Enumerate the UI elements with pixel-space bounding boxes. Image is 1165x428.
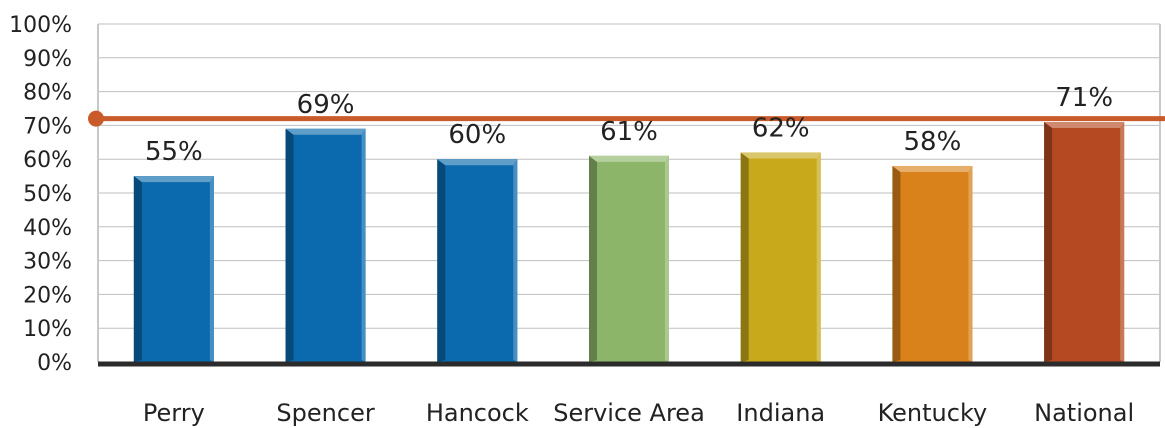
bar-service-area: [589, 155, 669, 362]
bar-spencer: [285, 128, 366, 362]
bar-top-bevel: [1044, 122, 1125, 129]
bar-top-bevel: [892, 165, 973, 172]
y-tick-label: 60%: [23, 148, 72, 173]
bar-left-bevel: [740, 152, 749, 362]
bar-right-bevel: [361, 128, 366, 362]
data-label: 60%: [448, 120, 506, 150]
data-label: 69%: [297, 90, 355, 120]
y-tick-label: 100%: [9, 13, 72, 38]
bar-left-bevel: [589, 155, 597, 362]
bar-kentucky: [892, 165, 973, 362]
bar-face: [437, 159, 518, 362]
bar-face: [740, 152, 821, 362]
bars: [133, 122, 1125, 363]
bar-left-bevel: [285, 128, 294, 362]
y-tick-label: 50%: [23, 182, 72, 207]
y-tick-label: 20%: [23, 283, 72, 308]
bar-left-bevel: [437, 159, 446, 362]
bar-left-bevel: [1044, 122, 1053, 363]
bar-right-bevel: [1120, 122, 1125, 363]
y-tick-label: 80%: [23, 81, 72, 106]
bar-right-bevel: [968, 165, 973, 362]
y-tick-label: 10%: [23, 317, 72, 342]
bar-right-bevel: [513, 159, 518, 362]
bar-indiana: [740, 152, 821, 362]
bar-national: [1044, 122, 1125, 363]
x-tick-label: Perry: [143, 399, 205, 427]
data-label: 71%: [1055, 83, 1113, 113]
bar-top-bevel: [589, 155, 669, 162]
y-axis-tick-labels: 0% 10% 20% 30% 40% 50% 60% 70% 80% 90% 100%: [9, 13, 72, 376]
y-tick-label: 40%: [23, 216, 72, 241]
x-tick-label: Indiana: [736, 399, 825, 427]
data-label: 58%: [904, 127, 962, 157]
bar-top-bevel: [285, 128, 366, 135]
bar-top-bevel: [133, 176, 214, 183]
bar-top-bevel: [437, 159, 518, 166]
bar-right-bevel: [816, 152, 821, 362]
reference-line-group: [88, 110, 1165, 127]
x-tick-label: National: [1034, 399, 1134, 427]
reference-line-marker: [88, 110, 104, 127]
bar-face: [285, 128, 366, 362]
bar-face: [133, 176, 214, 362]
bar-top-bevel: [740, 152, 821, 159]
x-tick-label: Kentucky: [878, 399, 988, 427]
bar-left-bevel: [892, 165, 901, 362]
bar-hancock: [437, 159, 518, 362]
y-tick-label: 0%: [37, 351, 72, 376]
y-tick-label: 30%: [23, 250, 72, 275]
bar-right-bevel: [209, 176, 214, 362]
bar-face: [1044, 122, 1125, 363]
x-tick-label: Service Area: [553, 399, 705, 427]
data-label: 61%: [600, 117, 658, 147]
bar-left-bevel: [133, 176, 142, 362]
bar-face: [589, 155, 669, 362]
bar-face: [892, 165, 973, 362]
x-axis-category-labels: Perry Spencer Hancock Service Area Indiana Ke…: [143, 399, 1134, 427]
data-label: 55%: [145, 137, 203, 167]
y-tick-label: 90%: [23, 47, 72, 72]
x-tick-label: Hancock: [426, 399, 529, 427]
bar-right-bevel: [665, 155, 669, 362]
data-labels: 55% 69% 60% 61% 62% 58% 71%: [145, 83, 1113, 167]
bar-perry: [133, 176, 214, 362]
data-label: 62%: [752, 113, 810, 143]
y-tick-label: 70%: [23, 114, 72, 139]
x-tick-label: Spencer: [276, 399, 374, 427]
